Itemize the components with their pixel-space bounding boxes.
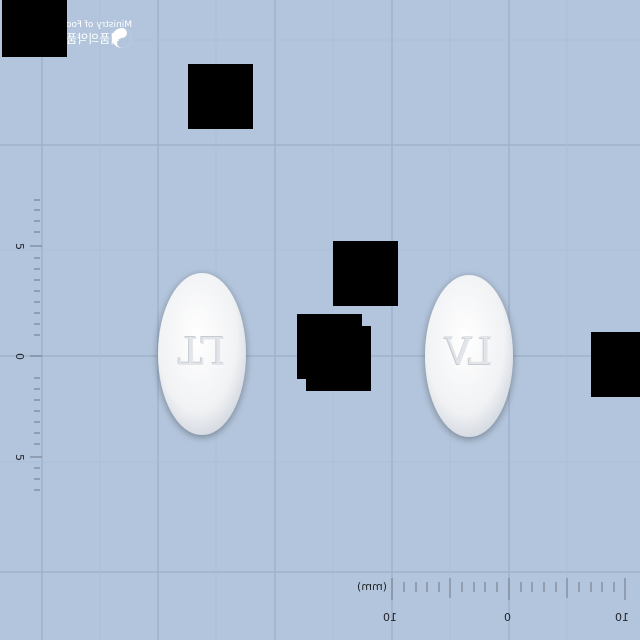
tablet-right-imprint: LV <box>444 329 494 373</box>
horizontal-ruler <box>391 578 626 600</box>
ruler-v-label-mid: 0 <box>13 353 26 360</box>
redaction-box <box>333 241 398 306</box>
logo-text-line1: Ministry of Foo <box>66 20 132 30</box>
redaction-box <box>2 0 67 57</box>
ruler-v-label-top: 5 <box>13 243 26 250</box>
ruler-h-label-mid: 0 <box>504 611 511 624</box>
redaction-box <box>591 332 640 397</box>
logo-text-line2: 식품의약품 <box>66 32 122 46</box>
tablet-right <box>425 275 513 437</box>
tablet-left-imprint: LT <box>178 328 226 372</box>
ruler-v-label-bottom: 5 <box>13 454 26 461</box>
redaction-box <box>306 326 371 391</box>
ruler-h-label-left: 10 <box>383 611 397 624</box>
tablet-left <box>158 273 246 435</box>
ruler-h-unit: (mm) <box>357 580 388 593</box>
emblem-icon <box>112 28 132 48</box>
redaction-box <box>188 64 253 129</box>
vertical-ruler <box>30 199 42 491</box>
ruler-h-label-right: 10 <box>615 611 629 624</box>
